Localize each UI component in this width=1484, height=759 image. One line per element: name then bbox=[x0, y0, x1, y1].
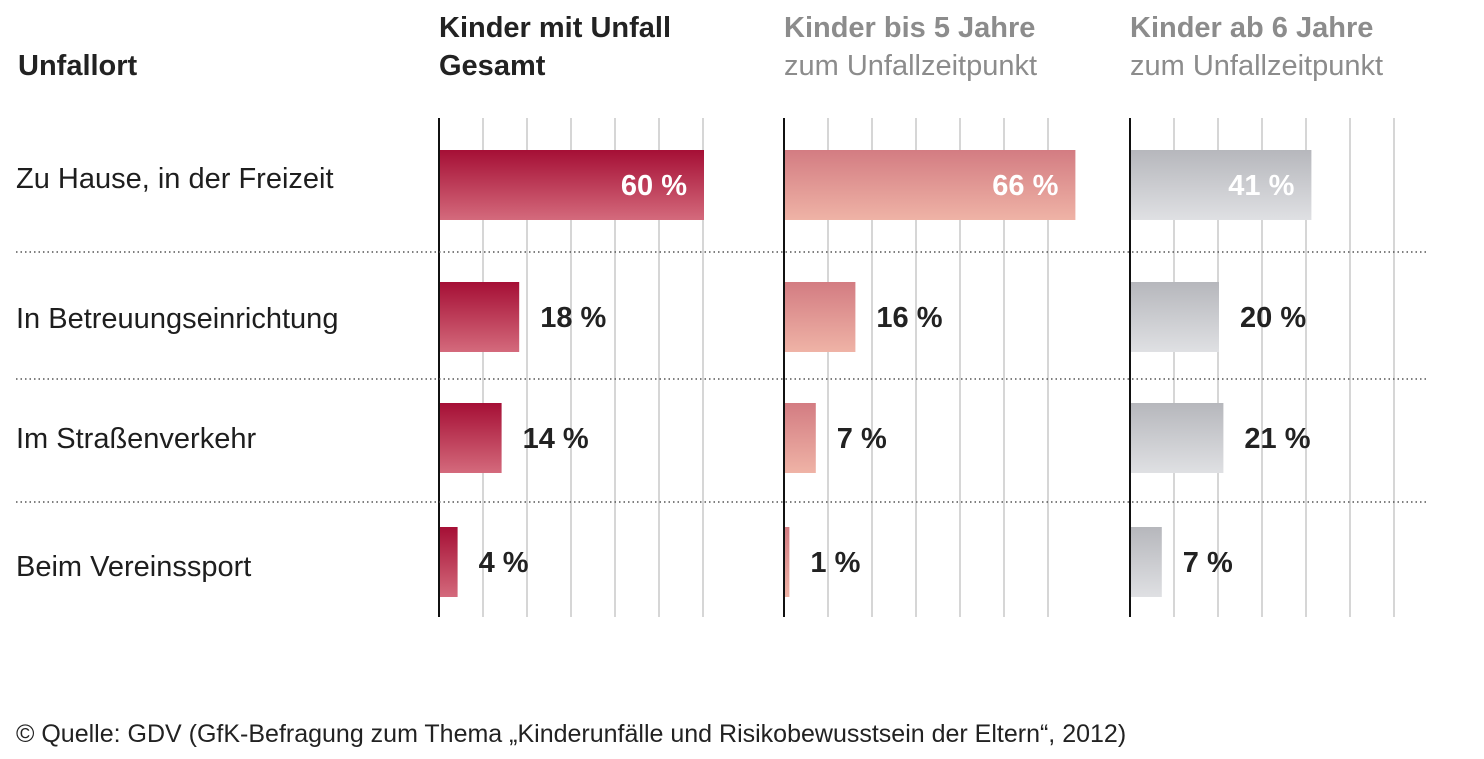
source-note: © Quelle: GDV (GfK-Befragung zum Thema „… bbox=[16, 720, 1127, 748]
row-separators bbox=[16, 251, 1428, 503]
bar-value-label: 14 % bbox=[523, 423, 589, 455]
column-header-line1: Kinder bis 5 Jahre bbox=[784, 12, 1035, 44]
bar bbox=[785, 403, 816, 473]
bar-value-label: 18 % bbox=[540, 302, 606, 334]
bar bbox=[440, 150, 704, 220]
bar bbox=[440, 527, 458, 597]
row-label: Beim Vereinssport bbox=[16, 551, 251, 583]
column-header-line2: zum Unfallzeitpunkt bbox=[1130, 50, 1383, 82]
bars-layer bbox=[440, 150, 1312, 597]
bar bbox=[440, 282, 520, 352]
bar bbox=[1131, 527, 1162, 597]
bar bbox=[785, 527, 790, 597]
bar bbox=[1131, 282, 1219, 352]
row-label: In Betreuungseinrichtung bbox=[16, 303, 338, 335]
row-label: Im Straßenverkehr bbox=[16, 423, 256, 455]
column-header-line2: zum Unfallzeitpunkt bbox=[784, 50, 1037, 82]
labels-layer: Unfallort Zu Hause, in der Freizeit In Be… bbox=[16, 12, 1383, 583]
bar-value-label: 21 % bbox=[1244, 423, 1310, 455]
bar-value-label: 4 % bbox=[479, 547, 529, 579]
column-header-line2: Gesamt bbox=[439, 50, 546, 82]
bar-value-label: 7 % bbox=[837, 423, 887, 455]
bar-value-label: 20 % bbox=[1240, 302, 1306, 334]
bar-value-label: 1 % bbox=[810, 547, 860, 579]
row-label: Zu Hause, in der Freizeit bbox=[16, 163, 334, 195]
bar bbox=[1131, 403, 1224, 473]
row-header: Unfallort bbox=[18, 50, 138, 82]
bar-value-label: 16 % bbox=[876, 302, 942, 334]
bar bbox=[785, 150, 1076, 220]
column-header-line1: Kinder mit Unfall bbox=[439, 12, 671, 44]
bar-value-label: 66 % bbox=[992, 170, 1058, 202]
bar-value-label: 60 % bbox=[621, 170, 687, 202]
bar bbox=[440, 403, 502, 473]
bar bbox=[785, 282, 856, 352]
bar-value-label: 7 % bbox=[1183, 547, 1233, 579]
column-header-line1: Kinder ab 6 Jahre bbox=[1130, 12, 1373, 44]
bar bbox=[1131, 150, 1312, 220]
bar-value-label: 41 % bbox=[1228, 170, 1294, 202]
